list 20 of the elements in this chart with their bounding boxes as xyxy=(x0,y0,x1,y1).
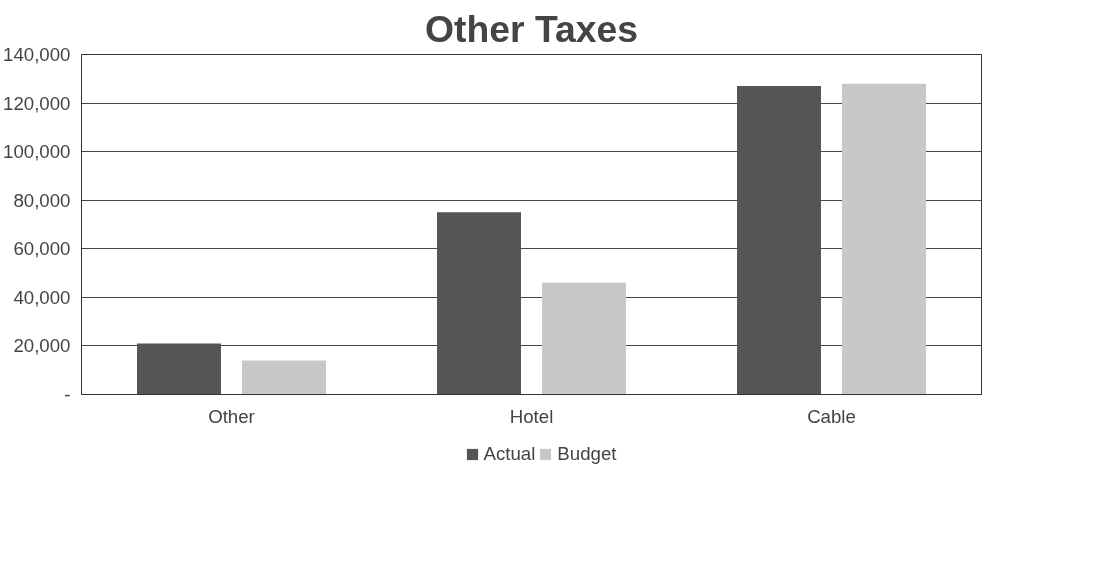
y-tick-label: 80,000 xyxy=(13,189,71,211)
legend-label: Budget xyxy=(557,443,617,465)
bar xyxy=(137,343,221,395)
y-tick-label: 60,000 xyxy=(13,238,71,260)
chart-title: Other Taxes xyxy=(425,7,638,50)
y-tick-label: 20,000 xyxy=(13,335,71,357)
legend-label: Actual xyxy=(483,443,536,465)
x-tick-label: Hotel xyxy=(509,405,554,427)
bar xyxy=(842,83,926,395)
y-tick-label: - xyxy=(64,384,71,405)
bar xyxy=(242,360,326,395)
bar xyxy=(737,86,821,395)
y-tick-label: 140,000 xyxy=(3,44,71,65)
x-tick-label: Cable xyxy=(807,405,856,427)
y-tick-label: 40,000 xyxy=(13,286,71,308)
bar xyxy=(437,212,521,395)
y-tick-label: 100,000 xyxy=(3,141,71,163)
bar xyxy=(542,282,626,395)
y-tick-label: 120,000 xyxy=(3,92,71,114)
x-tick-label: Other xyxy=(208,405,255,427)
